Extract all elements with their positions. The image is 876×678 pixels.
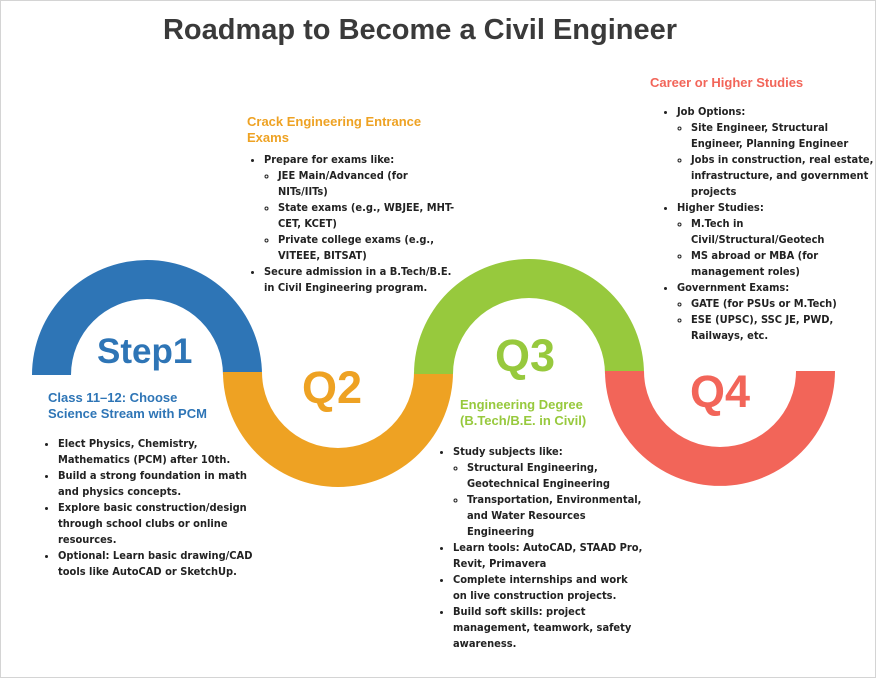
step1-label: Step1 — [97, 332, 193, 371]
page-title: Roadmap to Become a Civil Engineer — [162, 14, 678, 46]
list-item-text: Government Exams: — [677, 281, 790, 294]
list-item-text: Higher Studies: — [677, 201, 764, 214]
list-item-text: Study subjects like: — [453, 445, 563, 458]
list-item-text: Learn tools: AutoCAD, STAAD Pro, Revit, … — [453, 541, 643, 570]
list-item-text: Job Options: — [677, 105, 746, 118]
list-item: Job Options: Site Engineer, Structural En… — [677, 104, 876, 200]
sub-list-item: ESE (UPSC), SSC JE, PWD, Railways, etc. — [691, 312, 876, 344]
q4-list: Job Options: Site Engineer, Structural En… — [661, 104, 876, 344]
list-item-text: Secure admission in a B.Tech/B.E. in Civ… — [264, 265, 452, 294]
list-item: Learn tools: AutoCAD, STAAD Pro, Revit, … — [453, 540, 643, 572]
sub-list-item: Jobs in construction, real estate, infra… — [691, 152, 876, 200]
list-item: Build soft skills: project management, t… — [453, 604, 643, 652]
sub-list-item: Private college exams (e.g., VITEEE, BIT… — [278, 232, 459, 264]
list-item-text: Elect Physics, Chemistry, Mathematics (P… — [58, 437, 231, 466]
q2-list: Prepare for exams like: JEE Main/Advanced… — [248, 152, 459, 296]
list-item: Prepare for exams like: JEE Main/Advanced… — [264, 152, 459, 264]
step1-arc — [32, 260, 262, 375]
q2-arc — [223, 372, 453, 487]
q2-label: Q2 — [302, 362, 363, 413]
list-item: Government Exams: GATE (for PSUs or M.Tec… — [677, 280, 876, 344]
list-item-text: Prepare for exams like: — [264, 153, 395, 166]
list-item: Build a strong foundation in math and ph… — [58, 468, 258, 500]
sub-list-item: GATE (for PSUs or M.Tech) — [691, 296, 876, 312]
list-item: Elect Physics, Chemistry, Mathematics (P… — [58, 436, 258, 468]
sub-list-item: MS abroad or MBA (for management roles) — [691, 248, 876, 280]
q2-title: Crack Engineering Entrance Exams — [247, 114, 422, 145]
sub-list: M.Tech in Civil/Structural/GeotechMS abr… — [677, 216, 876, 280]
q4-label: Q4 — [690, 366, 751, 417]
q3-arc — [414, 259, 644, 374]
list-item-text: Build soft skills: project management, t… — [453, 605, 632, 650]
step1-title: Class 11–12: Choose Science Stream with … — [48, 390, 207, 421]
sub-list: JEE Main/Advanced (for NITs/IITs)State e… — [264, 168, 459, 264]
sub-list-item: Site Engineer, Structural Engineer, Plan… — [691, 120, 876, 152]
q3-title: Engineering Degree (B.Tech/B.E. in Civil… — [460, 397, 587, 428]
sub-list: Site Engineer, Structural Engineer, Plan… — [677, 120, 876, 200]
list-item: Optional: Learn basic drawing/CAD tools … — [58, 548, 258, 580]
sub-list: Structural Engineering, Geotechnical Eng… — [453, 460, 643, 540]
list-item: Complete internships and work on live co… — [453, 572, 643, 604]
q3-list: Study subjects like: Structural Engineeri… — [437, 444, 643, 652]
sub-list-item: Transportation, Environmental, and Water… — [467, 492, 643, 540]
sub-list-item: JEE Main/Advanced (for NITs/IITs) — [278, 168, 459, 200]
list-item: Study subjects like: Structural Engineeri… — [453, 444, 643, 540]
q4-arc — [605, 371, 835, 486]
step1-list: Elect Physics, Chemistry, Mathematics (P… — [42, 436, 258, 580]
q3-label: Q3 — [495, 330, 556, 381]
list-item: Explore basic construction/design throug… — [58, 500, 258, 548]
sub-list: GATE (for PSUs or M.Tech)ESE (UPSC), SSC… — [677, 296, 876, 344]
list-item: Secure admission in a B.Tech/B.E. in Civ… — [264, 264, 459, 296]
sub-list-item: Structural Engineering, Geotechnical Eng… — [467, 460, 643, 492]
sub-list-item: State exams (e.g., WBJEE, MHT-CET, KCET) — [278, 200, 459, 232]
list-item: Higher Studies: M.Tech in Civil/Structura… — [677, 200, 876, 280]
sub-list-item: M.Tech in Civil/Structural/Geotech — [691, 216, 876, 248]
list-item-text: Explore basic construction/design throug… — [58, 501, 247, 546]
list-item-text: Build a strong foundation in math and ph… — [58, 469, 247, 498]
q4-title: Career or Higher Studies — [650, 75, 804, 90]
list-item-text: Optional: Learn basic drawing/CAD tools … — [58, 549, 253, 578]
list-item-text: Complete internships and work on live co… — [453, 573, 628, 602]
